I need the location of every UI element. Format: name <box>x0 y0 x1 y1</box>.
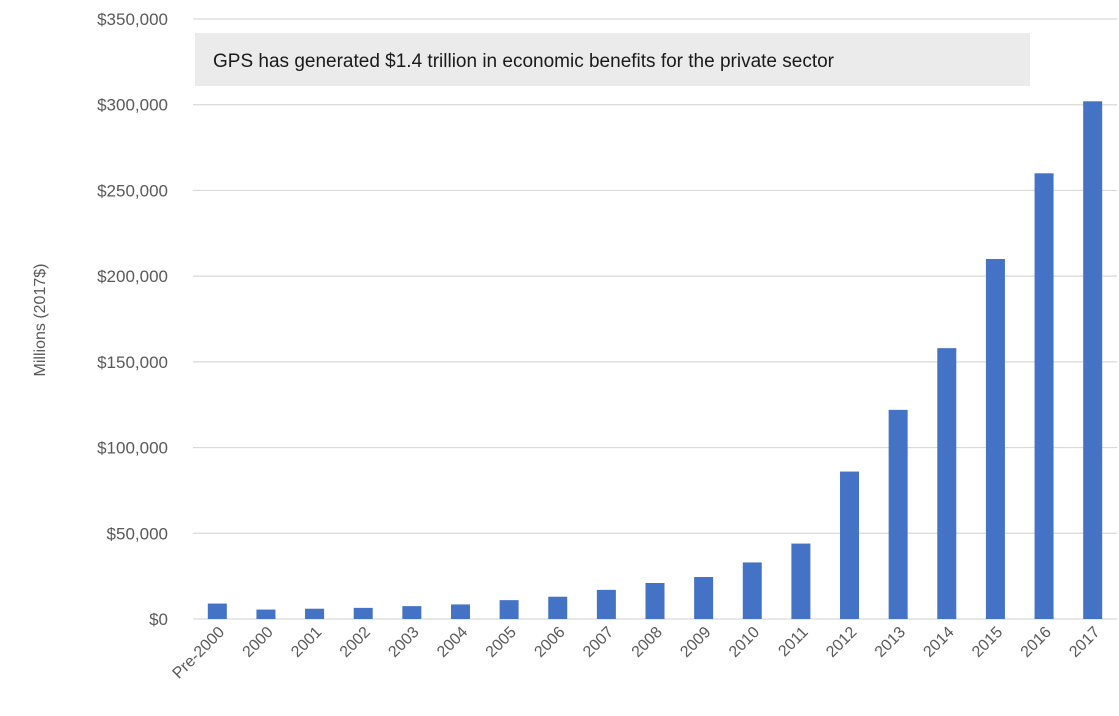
y-tick-label: $50,000 <box>107 524 168 543</box>
x-tick-label: 2005 <box>483 624 520 661</box>
x-tick-label: 2014 <box>920 624 957 661</box>
y-tick-label: $350,000 <box>97 10 168 29</box>
bar-2011 <box>791 543 811 619</box>
x-tick-label: 2012 <box>823 624 860 661</box>
annotation-background <box>195 33 1030 86</box>
bar-2004 <box>450 604 470 619</box>
y-tick-label: $0 <box>149 610 168 629</box>
x-tick-label: 2017 <box>1066 624 1103 661</box>
y-tick-label: $250,000 <box>97 181 168 200</box>
bar-2001 <box>305 608 325 619</box>
x-tick-label: Pre-2000 <box>170 624 229 683</box>
x-tick-label: 2015 <box>969 624 1006 661</box>
y-axis-label: Millions (2017$) <box>32 264 49 377</box>
x-tick-label: 2008 <box>629 624 666 661</box>
bar-2007 <box>596 589 616 619</box>
bar-2002 <box>353 607 373 619</box>
y-axis-ticks: $0 $50,000 $100,000 $150,000 $200,000 $250,00… <box>97 10 168 629</box>
y-tick-label: $300,000 <box>97 96 168 115</box>
bar-2010 <box>742 562 762 619</box>
annotation-text: GPS has generated $1.4 trillion in econo… <box>213 51 835 72</box>
bar-2003 <box>402 606 422 619</box>
x-tick-label: 2009 <box>677 624 714 661</box>
bar-2014 <box>937 348 957 619</box>
bars <box>207 101 1103 620</box>
x-tick-label: 2010 <box>726 624 763 661</box>
x-tick-label: 2016 <box>1018 624 1055 661</box>
gridlines <box>193 18 1117 620</box>
bar-2013 <box>888 409 908 619</box>
x-tick-label: 2001 <box>288 624 325 661</box>
y-tick-label: $100,000 <box>97 439 168 458</box>
bar-2008 <box>645 583 665 619</box>
bar-2016 <box>1034 173 1054 620</box>
bar-2015 <box>985 259 1005 619</box>
bar-2000 <box>256 609 276 619</box>
x-tick-label: 2011 <box>775 624 811 660</box>
bar-2006 <box>548 596 568 619</box>
x-tick-label: 2006 <box>531 624 568 661</box>
x-tick-label: 2013 <box>872 624 909 661</box>
y-tick-label: $150,000 <box>97 353 168 372</box>
annotation-box: GPS has generated $1.4 trillion in econo… <box>195 33 1030 86</box>
x-axis-ticks: Pre-2000 2000 2001 2002 2003 2004 2005 2006 2007… <box>170 624 1104 683</box>
bar-2017 <box>1083 101 1103 620</box>
y-tick-label: $200,000 <box>97 267 168 286</box>
bar-2009 <box>694 577 714 619</box>
x-tick-label: 2004 <box>434 624 471 661</box>
bar-2005 <box>499 600 519 619</box>
bar-pre-2000 <box>207 603 227 619</box>
x-tick-label: 2007 <box>580 624 617 661</box>
x-tick-label: 2000 <box>240 624 277 661</box>
x-tick-label: 2003 <box>385 624 422 661</box>
bar-2012 <box>840 471 860 619</box>
x-tick-label: 2002 <box>337 624 374 661</box>
